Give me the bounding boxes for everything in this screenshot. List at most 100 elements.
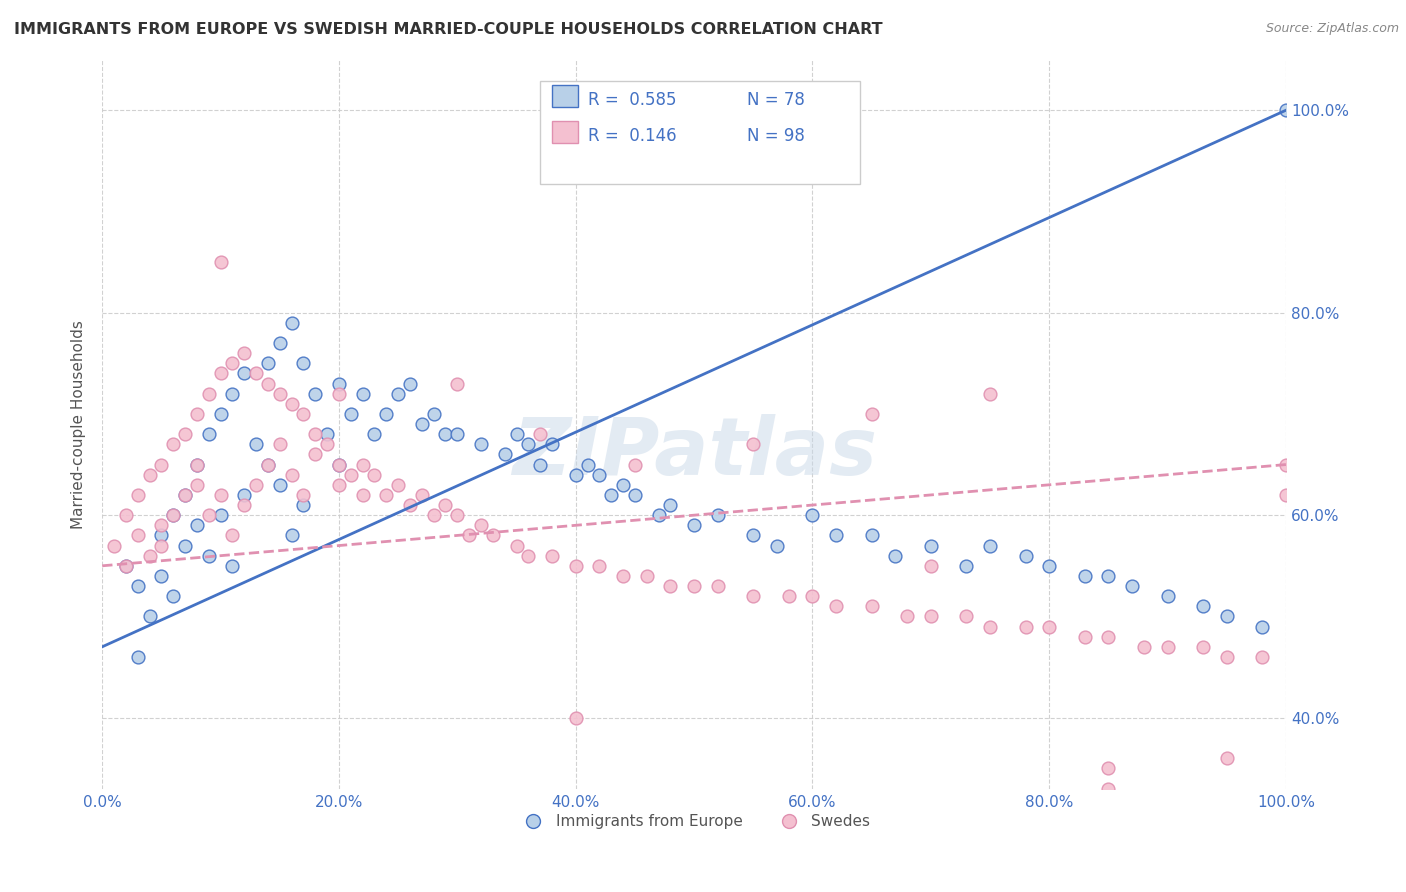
Point [494, 447, 516, 461]
Point [860, 407, 883, 421]
Text: R =  0.585: R = 0.585 [588, 91, 676, 109]
Point [328, 458, 350, 472]
Point [659, 579, 682, 593]
Point [801, 508, 824, 523]
Point [541, 549, 564, 563]
Point [860, 599, 883, 614]
Point [588, 558, 610, 573]
Point [352, 386, 374, 401]
Point [233, 346, 256, 360]
Text: IMMIGRANTS FROM EUROPE VS SWEDISH MARRIED-COUPLE HOUSEHOLDS CORRELATION CHART: IMMIGRANTS FROM EUROPE VS SWEDISH MARRIE… [14, 22, 883, 37]
Point [860, 528, 883, 542]
Point [742, 528, 765, 542]
Point [825, 599, 848, 614]
Point [564, 711, 586, 725]
Text: R =  0.146: R = 0.146 [588, 128, 676, 145]
Point [269, 478, 291, 492]
Point [1038, 619, 1060, 633]
Point [316, 437, 339, 451]
Point [541, 437, 564, 451]
Point [304, 386, 326, 401]
Point [1216, 751, 1239, 765]
Point [1192, 640, 1215, 654]
Point [162, 508, 184, 523]
Point [304, 427, 326, 442]
Point [778, 589, 800, 603]
Point [647, 508, 669, 523]
Point [127, 488, 149, 502]
Point [624, 458, 647, 472]
Point [150, 518, 173, 533]
Text: ZIPatlas: ZIPatlas [512, 414, 876, 492]
Point [150, 458, 173, 472]
Point [1097, 630, 1119, 644]
Point [197, 427, 219, 442]
Point [209, 407, 232, 421]
Point [600, 488, 623, 502]
Point [328, 458, 350, 472]
Point [1014, 549, 1036, 563]
Point [257, 376, 280, 391]
Point [564, 558, 586, 573]
Point [446, 427, 468, 442]
Point [1275, 488, 1298, 502]
Point [1038, 558, 1060, 573]
Point [505, 539, 527, 553]
Point [197, 508, 219, 523]
Point [1073, 569, 1095, 583]
Point [162, 437, 184, 451]
Point [742, 437, 765, 451]
Point [245, 367, 267, 381]
Point [920, 609, 942, 624]
Text: N = 98: N = 98 [748, 128, 806, 145]
Point [979, 386, 1001, 401]
Point [233, 488, 256, 502]
Point [221, 528, 243, 542]
Point [257, 458, 280, 472]
Y-axis label: Married-couple Households: Married-couple Households [72, 319, 86, 528]
Point [1097, 761, 1119, 775]
Point [280, 316, 302, 330]
Point [280, 467, 302, 482]
Point [920, 558, 942, 573]
Point [340, 407, 363, 421]
Point [280, 397, 302, 411]
Point [352, 458, 374, 472]
Point [387, 386, 409, 401]
Point [659, 498, 682, 512]
Point [576, 458, 599, 472]
Point [683, 579, 706, 593]
Point [209, 508, 232, 523]
Point [328, 376, 350, 391]
Point [446, 376, 468, 391]
Point [1133, 640, 1156, 654]
Point [529, 427, 551, 442]
Point [411, 417, 433, 431]
Point [186, 458, 208, 472]
Point [1073, 630, 1095, 644]
Point [399, 376, 422, 391]
Point [979, 539, 1001, 553]
Point [174, 488, 197, 502]
Point [564, 467, 586, 482]
Bar [553, 121, 578, 144]
Point [446, 508, 468, 523]
Point [174, 427, 197, 442]
Point [884, 549, 907, 563]
Point [706, 579, 728, 593]
Point [245, 437, 267, 451]
Legend: Immigrants from Europe, Swedes: Immigrants from Europe, Swedes [512, 808, 876, 836]
Point [174, 488, 197, 502]
Point [186, 458, 208, 472]
Point [197, 549, 219, 563]
Point [292, 407, 315, 421]
Point [612, 478, 634, 492]
Point [1121, 579, 1143, 593]
Point [624, 488, 647, 502]
Point [162, 589, 184, 603]
Point [375, 488, 398, 502]
Point [612, 569, 634, 583]
Point [340, 467, 363, 482]
Point [269, 437, 291, 451]
Point [683, 518, 706, 533]
